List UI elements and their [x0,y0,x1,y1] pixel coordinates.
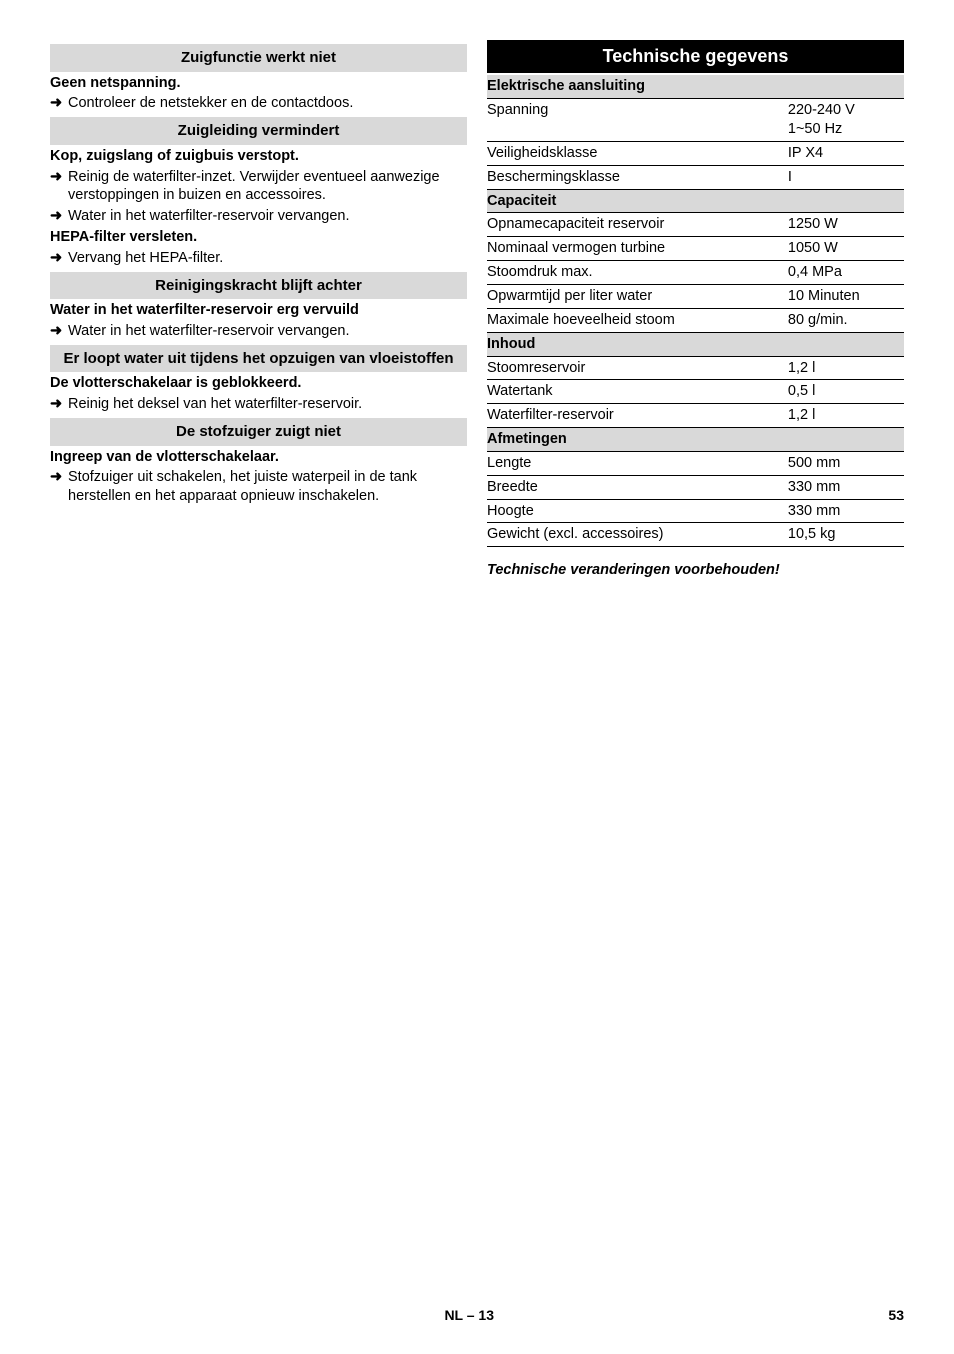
footer-center: NL – 13 [50,1306,888,1324]
paragraph-heading: HEPA-filter versleten. [50,228,467,247]
spec-label: Watertank [487,380,782,404]
table-group-header: Inhoud [487,332,904,356]
spec-label: Opnamecapaciteit reservoir [487,213,782,237]
spec-value: I [782,165,904,189]
section-title: Er loopt water uit tijdens het opzuigen … [50,345,467,373]
bullet-item: ➜Stofzuiger uit schakelen, het juiste wa… [50,468,467,506]
bullet-item: ➜Reinig de waterfilter-inzet. Verwijder … [50,168,467,206]
arrow-icon: ➜ [50,395,68,414]
table-row: Nominaal vermogen turbine1050 W [487,237,904,261]
bullet-text: Water in het waterfilter-reservoir verva… [68,207,467,226]
paragraph-heading: Kop, zuigslang of zuigbuis verstopt. [50,147,467,166]
paragraph-heading: Geen netspanning. [50,74,467,93]
section-title: Reinigingskracht blijft achter [50,272,467,300]
specs-table: Elektrische aansluitingSpanning220-240 V… [487,75,904,547]
spec-value: 0,4 MPa [782,261,904,285]
bullet-item: ➜Reinig het deksel van het waterfilter-r… [50,395,467,414]
spec-value: 1050 W [782,237,904,261]
spec-value: 220-240 V 1~50 Hz [782,99,904,142]
main-heading: Technische gegevens [487,40,904,73]
arrow-icon: ➜ [50,468,68,506]
bullet-text: Controleer de netstekker en de contactdo… [68,94,467,113]
spec-label: Hoogte [487,499,782,523]
bullet-text: Reinig het deksel van het waterfilter-re… [68,395,467,414]
page-footer: NL – 13 53 [0,1306,954,1324]
spec-label: Waterfilter-reservoir [487,404,782,428]
footer-right: 53 [888,1306,904,1324]
spec-value: IP X4 [782,141,904,165]
spec-label: Veiligheidsklasse [487,141,782,165]
paragraph-heading: Ingreep van de vlotterschakelaar. [50,448,467,467]
bullet-item: ➜Vervang het HEPA-filter. [50,249,467,268]
spec-label: Beschermingsklasse [487,165,782,189]
table-row: Breedte330 mm [487,475,904,499]
section-title: Zuigleiding vermindert [50,117,467,145]
section-title: De stofzuiger zuigt niet [50,418,467,446]
bullet-text: Vervang het HEPA-filter. [68,249,467,268]
bullet-text: Reinig de waterfilter-inzet. Verwijder e… [68,168,467,206]
spec-label: Maximale hoeveelheid stoom [487,308,782,332]
table-row: Lengte500 mm [487,451,904,475]
right-column: Technische gegevensElektrische aansluiti… [487,40,904,580]
spec-value: 1250 W [782,213,904,237]
table-row: Stoomdruk max.0,4 MPa [487,261,904,285]
spec-value: 0,5 l [782,380,904,404]
spec-label: Gewicht (excl. accessoires) [487,523,782,547]
arrow-icon: ➜ [50,94,68,113]
spec-label: Lengte [487,451,782,475]
spec-label: Nominaal vermogen turbine [487,237,782,261]
table-row: Watertank0,5 l [487,380,904,404]
paragraph-heading: Water in het waterfilter-reservoir erg v… [50,301,467,320]
spec-value: 330 mm [782,499,904,523]
table-row: Waterfilter-reservoir1,2 l [487,404,904,428]
section-title: Zuigfunctie werkt niet [50,44,467,72]
spec-value: 500 mm [782,451,904,475]
table-row: Opwarmtijd per liter water10 Minuten [487,284,904,308]
spec-value: 80 g/min. [782,308,904,332]
arrow-icon: ➜ [50,322,68,341]
spec-value: 10,5 kg [782,523,904,547]
table-row: Opnamecapaciteit reservoir1250 W [487,213,904,237]
table-row: Spanning220-240 V 1~50 Hz [487,99,904,142]
spec-label: Spanning [487,99,782,142]
table-group-header: Elektrische aansluiting [487,75,904,98]
spec-value: 330 mm [782,475,904,499]
left-column: Zuigfunctie werkt nietGeen netspanning.➜… [50,40,467,580]
spec-label: Opwarmtijd per liter water [487,284,782,308]
spec-label: Stoomdruk max. [487,261,782,285]
table-group-header: Capaciteit [487,189,904,213]
table-row: VeiligheidsklasseIP X4 [487,141,904,165]
table-row: Hoogte330 mm [487,499,904,523]
arrow-icon: ➜ [50,168,68,206]
spec-value: 1,2 l [782,404,904,428]
arrow-icon: ➜ [50,207,68,226]
bullet-item: ➜Controleer de netstekker en de contactd… [50,94,467,113]
bullet-item: ➜Water in het waterfilter-reservoir verv… [50,322,467,341]
spec-label: Stoomreservoir [487,356,782,380]
bullet-text: Stofzuiger uit schakelen, het juiste wat… [68,468,467,506]
table-row: Gewicht (excl. accessoires)10,5 kg [487,523,904,547]
spec-value: 1,2 l [782,356,904,380]
table-row: BeschermingsklasseI [487,165,904,189]
spec-label: Breedte [487,475,782,499]
table-row: Stoomreservoir1,2 l [487,356,904,380]
footnote: Technische veranderingen voorbehouden! [487,561,904,580]
table-row: Maximale hoeveelheid stoom80 g/min. [487,308,904,332]
spec-value: 10 Minuten [782,284,904,308]
bullet-text: Water in het waterfilter-reservoir verva… [68,322,467,341]
paragraph-heading: De vlotterschakelaar is geblokkeerd. [50,374,467,393]
bullet-item: ➜Water in het waterfilter-reservoir verv… [50,207,467,226]
arrow-icon: ➜ [50,249,68,268]
table-group-header: Afmetingen [487,428,904,452]
